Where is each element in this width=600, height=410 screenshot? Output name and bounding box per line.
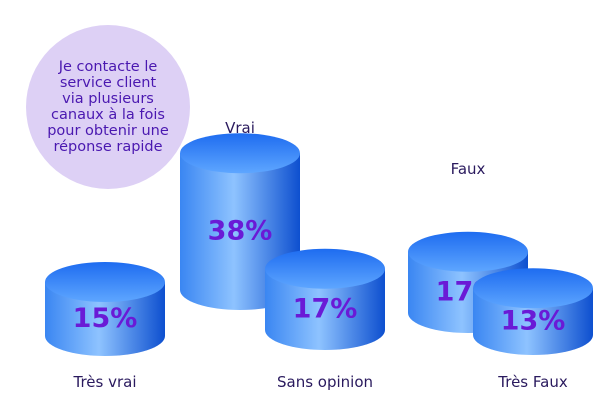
cylinder-top-1 bbox=[45, 262, 165, 302]
category-label-3: Sans opinion bbox=[277, 373, 373, 391]
cylinder-top-5 bbox=[473, 268, 593, 309]
cylinder-top-4 bbox=[408, 231, 528, 272]
cylinder-body-3 bbox=[265, 268, 385, 350]
category-label-2: Vrai bbox=[225, 119, 255, 137]
value-label-5: 13% bbox=[501, 306, 566, 337]
cylinder-5: 13% bbox=[473, 268, 593, 355]
cylinder-body-1 bbox=[45, 282, 165, 356]
statement-bubble: Je contacte le service client via plusie… bbox=[26, 25, 190, 189]
category-label-1: Très vrai bbox=[72, 373, 136, 391]
cylinder-top-2 bbox=[180, 133, 300, 174]
value-label-2: 38% bbox=[208, 216, 273, 247]
statement-text: Je contacte le service client via plusie… bbox=[47, 59, 169, 155]
cylinder-top-3 bbox=[265, 248, 385, 289]
cylinder-3: 17% bbox=[265, 248, 385, 350]
category-label-5: Très Faux bbox=[497, 373, 568, 391]
value-label-3: 17% bbox=[293, 293, 358, 324]
value-label-1: 15% bbox=[73, 303, 138, 334]
cylinder-1: 15% bbox=[45, 262, 165, 356]
category-label-4: Faux bbox=[451, 160, 486, 178]
